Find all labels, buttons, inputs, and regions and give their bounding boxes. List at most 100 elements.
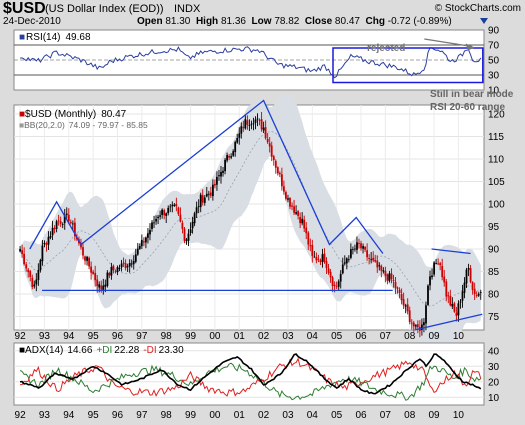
x-tick-label: 93 [39,331,51,342]
candle-body [153,222,155,224]
candle-body [471,282,474,291]
candle-body [59,221,62,224]
candle-body [67,214,70,222]
x-tick-label: 09 [429,410,441,421]
candle-body [463,282,466,293]
x-tick-label: 03 [282,410,294,421]
date-label: 24-Dec-2010 [3,16,61,27]
candle-body [305,227,308,234]
x-tick-label: 03 [282,331,294,342]
candle-body [232,151,235,156]
candle-body [311,245,314,256]
candle-body [315,257,318,261]
candle-body [110,267,113,276]
candle-body [469,268,472,282]
candle-body [94,272,97,281]
adx-label: ADX(14) [25,345,63,356]
adx-value: 14.66 [67,345,92,356]
adx-legend: ■ADX(14) 14.66 +DI 22.28 -DI 23.30 [19,345,184,356]
open-value: 81.30 [165,16,191,27]
price-value: 80.47 [101,109,126,120]
candle-body [392,279,395,281]
candle-body [33,284,36,287]
x-tick-label: 08 [404,410,416,421]
candle-body [69,221,72,224]
x-tick-label: 04 [307,331,319,342]
candle-body [55,221,58,229]
candle-body [289,198,291,207]
candle-body [126,266,129,268]
candle-body [425,305,427,324]
candle-body [143,241,145,243]
candle-body [179,214,182,222]
candle-body [218,175,220,177]
candle-body [473,289,476,295]
candle-body [209,192,212,196]
close-label: Close [304,16,333,27]
candle-body [25,264,28,269]
bear-mode-annotation: Still in bear mode [430,89,514,100]
candle-body [258,119,261,121]
candle-body [416,324,419,328]
candle-body [226,155,228,161]
candle-body [475,295,478,296]
candle-body [147,233,149,238]
candle-body [191,221,194,229]
candle-body [128,263,131,267]
stockcharts-watermark: © StockCharts.com [434,3,521,14]
candle-body [122,262,125,264]
candle-body [238,133,241,138]
price-trendlines [29,99,483,331]
candle-body [49,235,52,238]
candle-body [246,120,249,125]
candle-body [74,222,76,237]
candle-body [327,268,330,273]
candle-body [151,222,153,229]
candle-body [165,213,168,216]
candle-body [203,197,206,203]
candle-body [228,156,230,158]
candle-body [31,277,34,287]
dropdown-triangle-icon[interactable] [480,18,488,24]
candle-body [439,263,442,266]
price-tick-label: 115 [488,132,504,143]
candle-body [157,216,159,218]
candle-body [124,263,127,268]
candle-body [421,324,423,330]
bb-legend-marker: ■ [19,120,24,130]
candle-body [112,265,115,271]
pdi-label: +DI [96,345,112,356]
x-tick-label: 01 [234,331,246,342]
candle-body [177,207,180,214]
candle-body [114,271,117,273]
candle-body [325,261,328,269]
candle-body [214,183,216,186]
price-tick-label: 90 [488,245,500,256]
candle-body [453,303,456,312]
candle-body [175,204,178,207]
candle-body [195,207,198,214]
x-tick-label: 07 [380,331,392,342]
candle-body [92,271,94,274]
candle-body [390,273,393,280]
x-tick-label: 07 [380,410,392,421]
candle-body [479,292,482,293]
candle-body [262,127,265,131]
candle-body [145,237,147,243]
candle-body [467,268,470,270]
candle-body [82,247,84,256]
price-legend-marker: ■ [19,109,25,120]
candle-body [187,233,190,241]
candle-body [431,275,433,278]
candle-body [27,269,30,273]
candle-body [193,213,196,224]
candle-body [72,223,74,225]
x-axis-middle: 92 93 94 95 96 97 98 99 00 01 02 03 04 05 06 07 08 09 10 [15,331,465,342]
candle-body [372,257,375,261]
rsi-line [20,46,482,79]
candle-body [248,125,251,126]
rsi-tick-label: 90 [488,26,500,37]
candle-body [406,304,409,312]
candle-body [408,310,411,322]
candle-body [374,260,377,262]
